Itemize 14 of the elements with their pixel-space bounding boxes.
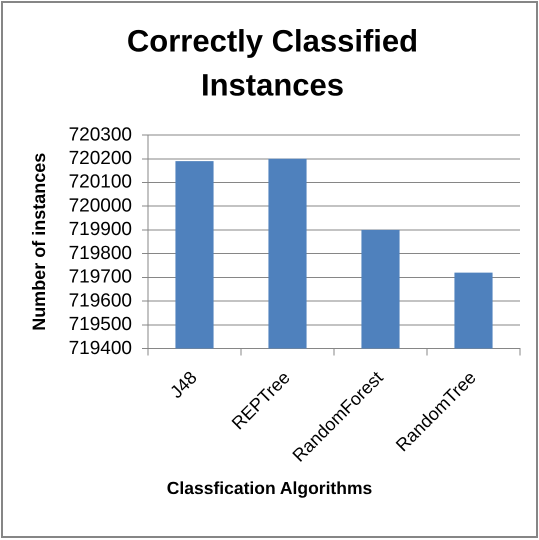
y-tick-label: 719700 <box>68 266 132 288</box>
y-tick-label: 719400 <box>68 338 132 359</box>
chart-title: Correctly Classified Instances <box>126 24 418 103</box>
y-tick-label: 720200 <box>68 148 132 169</box>
y-tick-label: 720100 <box>68 172 132 193</box>
y-tick-label: 720000 <box>68 195 132 216</box>
y-tick-label: 719800 <box>68 242 132 264</box>
x-tick-label: J48 <box>166 367 201 402</box>
y-tick-label: 719900 <box>68 219 132 240</box>
y-axis-title: Number of instances <box>28 152 49 331</box>
x-axis-title: Classfication Algorithms <box>166 478 373 498</box>
y-tick-label: 720300 <box>68 124 132 146</box>
y-tick-label: 719600 <box>68 290 132 312</box>
y-tick-label: 719500 <box>68 314 132 336</box>
